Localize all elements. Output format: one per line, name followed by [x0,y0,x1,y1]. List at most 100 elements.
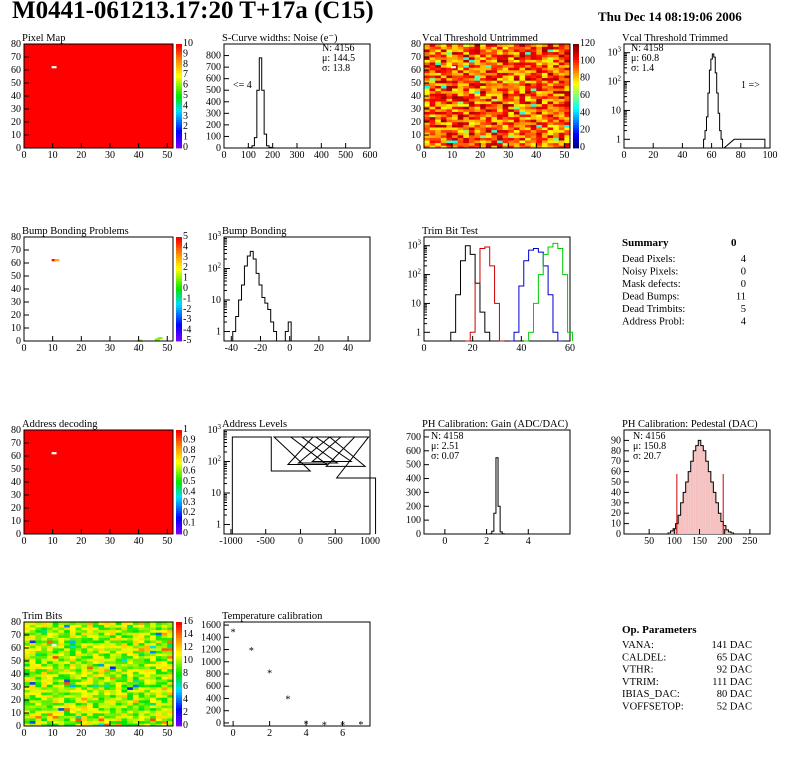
heatmap-cell [424,135,430,138]
heatmap-cell [29,715,36,719]
x-tick-label: 20 [76,343,86,354]
heatmap-cell [502,132,509,136]
heatmap-cell [525,54,531,58]
heatmap-cell [452,59,458,63]
heatmap-cell [29,713,36,716]
x-tick-label: 2 [484,536,489,547]
heatmap-cell [424,101,430,105]
x-tick-label: 0 [422,343,427,354]
palette-label: 7 [183,69,188,80]
y-tick-label: 40 [11,91,21,102]
heatmap-cell [138,663,145,667]
heatmap-cell [121,681,128,685]
heatmap-cell [525,103,531,107]
heatmap-cell [463,109,470,112]
heatmap-cell [155,663,162,667]
palette-swatch [176,325,182,329]
heatmap-cell [92,648,99,651]
heatmap-cell [497,88,503,92]
heatmap-cell [541,64,548,68]
heatmap-cell [547,85,554,89]
heatmap-cell [87,707,94,711]
heatmap-cell [81,648,88,651]
heatmap-cell [109,666,116,670]
heatmap-cell [508,109,515,112]
palette-swatch [176,635,182,638]
histogram-bar [698,440,701,534]
heatmap-cell [508,96,515,99]
heatmap-cell [46,645,53,649]
palette-swatch [176,515,182,519]
heatmap-cell [502,75,509,79]
heatmap-cell [69,653,76,657]
x-tick-label: 100 [763,150,778,161]
heatmap-cell [167,635,174,638]
x-tick-label: 40 [134,343,144,354]
palette-swatch [176,127,182,131]
heatmap-cell [138,715,145,719]
heatmap-cell [75,710,82,714]
heatmap-cell [513,90,520,94]
palette-swatch [176,296,182,300]
heatmap-cell [485,137,492,141]
heatmap-cell [468,127,475,131]
heatmap-cell [525,119,531,123]
heatmap-cell [41,622,48,625]
heatmap-cell [75,681,82,685]
heatmap-cell [491,64,498,68]
heatmap-cell [127,671,134,675]
heatmap-cell [52,622,59,625]
heatmap-cell [127,684,134,688]
heatmap-cell [424,103,430,107]
heatmap-cell [558,80,565,84]
heatmap-cell [485,93,492,97]
heatmap-cell [525,114,531,118]
heatmap-cell [485,106,492,110]
heatmap-cell [553,62,560,66]
heatmap-cell [553,119,560,123]
heatmap-cell [75,655,82,659]
heatmap-cell [536,64,543,68]
heatmap-cell [474,54,481,58]
heatmap-cell [69,681,76,685]
heatmap-cell [64,687,71,690]
heatmap-cell [474,46,481,50]
summary-value: 0 [741,279,746,290]
palette-swatch [176,142,182,146]
heatmap-cell [429,54,436,58]
heatmap-cell [41,681,48,685]
palette-swatch [176,668,182,672]
heatmap-cell [519,127,526,131]
heatmap-cell [127,674,134,677]
heatmap-cell [24,622,31,625]
heatmap-cell [429,137,436,141]
y-tick-label: 0 [16,529,21,540]
palette-label: 0 [580,142,585,153]
y-tick-label: 0 [216,143,221,154]
heatmap-cell [435,127,442,131]
heatmap-cell [519,140,526,144]
heatmap-cell [75,713,82,716]
histogram-bar [720,521,724,534]
palette-label: 6 [183,80,188,91]
heatmap-cell [81,624,88,628]
heatmap-cell [497,135,503,138]
heatmap-cell [138,648,145,651]
y-tick-label: 0 [416,529,421,540]
heatmap-cell [58,694,65,698]
heatmap-cell [525,90,531,94]
heatmap-cell [452,116,458,120]
heatmap-cell [463,103,470,107]
heatmap-cell [547,44,554,47]
heatmap-cell [87,713,94,716]
heatmap-cell [463,132,470,136]
heatmap-cell [115,715,122,719]
heatmap-cell [104,627,111,631]
heatmap-cell [457,88,464,92]
heatmap-cell [564,116,571,120]
heatmap-cell [52,707,59,711]
palette-label: 16 [183,616,193,627]
heatmap-cell [497,64,503,68]
heatmap-cell [564,132,571,136]
heatmap-cell [474,85,481,89]
